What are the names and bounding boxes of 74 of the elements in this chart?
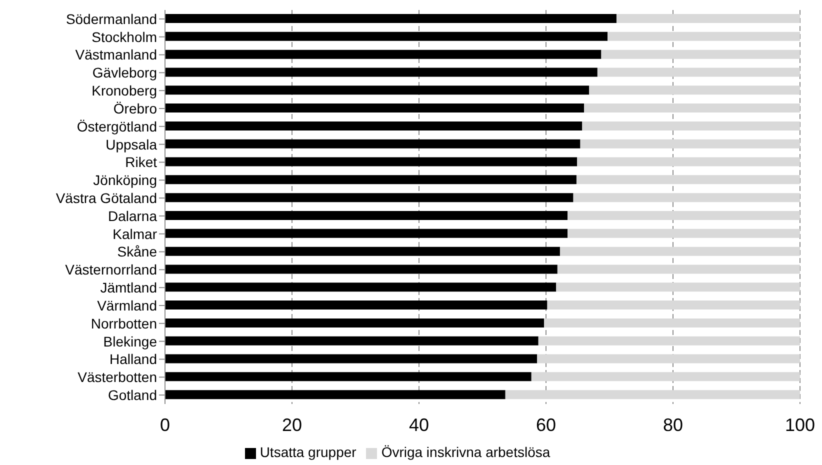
bar [576,175,800,184]
y-tick-label: Östergötland [76,118,157,134]
bar [165,246,560,256]
y-tick-label: Kalmar [112,226,158,242]
bar [573,193,800,202]
y-tick-label: Gävleborg [92,64,157,81]
bar [165,390,506,400]
bar [556,282,800,292]
bar [165,157,578,166]
bar [560,246,800,256]
bar [165,264,558,274]
bar [531,372,800,382]
bar [568,228,800,238]
bar [165,336,538,346]
bar [537,354,800,364]
bar [584,104,800,113]
y-tick-label: Södermanland [66,10,157,27]
x-tick-label: 0 [160,414,170,435]
y-tick-label: Riket [125,154,158,170]
bar [165,14,616,23]
bar [165,50,602,59]
bar [608,32,800,41]
bar [165,318,544,328]
y-tick-label: Stockholm [92,28,157,45]
y-tick-label: Skåne [117,244,158,260]
bar [165,211,568,220]
bar [165,68,598,77]
bar [601,50,800,59]
y-tick-label: Jämtland [100,280,157,296]
x-tick-label: 40 [408,414,430,435]
bar [165,300,548,310]
bar [165,372,532,382]
bar [165,121,582,130]
legend-label: Utsatta grupper [260,444,356,460]
bar [165,32,608,41]
bar [577,157,800,166]
bar [568,211,800,220]
y-tick-label: Blekinge [103,333,158,350]
y-tick-label: Dalarna [108,208,158,224]
bar [165,104,584,113]
x-tick-label: 100 [784,414,816,435]
bar [616,14,800,23]
bar [597,68,800,77]
y-tick-label: Norrbotten [90,315,157,332]
bar [165,282,556,292]
y-tick-label: Västerbotten [78,369,157,386]
bar [582,121,800,130]
bar [165,228,568,238]
x-tick-label: 60 [536,414,556,435]
legend-label: Övriga inskrivna arbetslösa [381,444,550,460]
y-tick-label: Kronoberg [92,82,157,99]
bar [547,300,800,310]
y-tick-label: Halland [110,351,157,368]
x-tick-label: 80 [662,414,684,435]
bar [544,318,800,328]
y-tick-label: Gotland [108,387,157,404]
bar [165,139,580,148]
y-tick-label: Västmanland [75,46,157,63]
y-tick-label: Örebro [113,100,158,116]
bar [165,193,574,202]
bar [538,336,800,346]
y-tick-label: Uppsala [106,136,158,152]
bar [589,86,800,95]
y-tick-label: Västra Götaland [56,190,157,206]
y-tick-label: Värmland [97,297,157,314]
bar [505,390,800,400]
bar [165,175,576,184]
x-tick-label: 20 [282,414,302,435]
bar [165,354,538,364]
y-tick-label: Västernorrland [65,262,157,278]
bar [557,264,800,274]
bar [165,86,590,95]
y-tick-label: Jönköping [93,172,157,188]
bar [580,139,800,148]
